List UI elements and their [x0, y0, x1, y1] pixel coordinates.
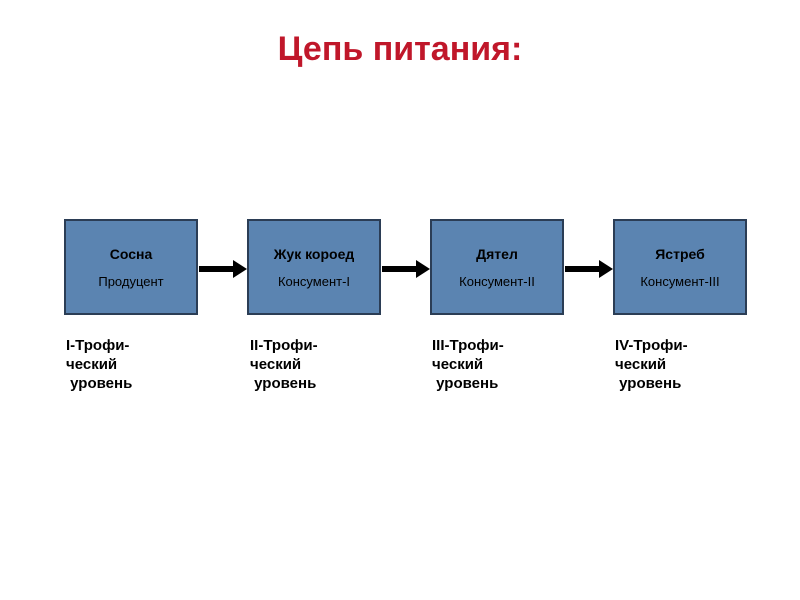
flow-node-n1: Сосна Продуцент [64, 219, 198, 315]
page-title: Цепь питания: [0, 0, 800, 69]
node-name: Дятел [476, 246, 518, 262]
arrow-shaft [199, 266, 233, 272]
node-name: Ястреб [655, 246, 705, 262]
trophic-caption-2: II-Трофи- ческий уровень [250, 337, 318, 393]
arrow-shaft [565, 266, 599, 272]
flow-node-n3: Дятел Консумент-II [430, 219, 564, 315]
node-role: Консумент-I [278, 274, 350, 289]
trophic-caption-1: I-Трофи- ческий уровень [66, 337, 132, 393]
trophic-caption-4: IV-Трофи- ческий уровень [615, 337, 688, 393]
arrow-head-icon [416, 260, 430, 278]
arrow-shaft [382, 266, 416, 272]
arrow-n1-n2 [199, 260, 247, 278]
arrow-n2-n3 [382, 260, 430, 278]
arrow-head-icon [599, 260, 613, 278]
arrow-n3-n4 [565, 260, 613, 278]
arrow-head-icon [233, 260, 247, 278]
node-role: Продуцент [98, 274, 163, 289]
node-name: Сосна [110, 246, 153, 262]
node-role: Консумент-II [459, 274, 535, 289]
flow-node-n2: Жук короед Консумент-I [247, 219, 381, 315]
trophic-caption-3: III-Трофи- ческий уровень [432, 337, 504, 393]
node-role: Консумент-III [640, 274, 719, 289]
flow-node-n4: Ястреб Консумент-III [613, 219, 747, 315]
node-name: Жук короед [274, 246, 355, 262]
